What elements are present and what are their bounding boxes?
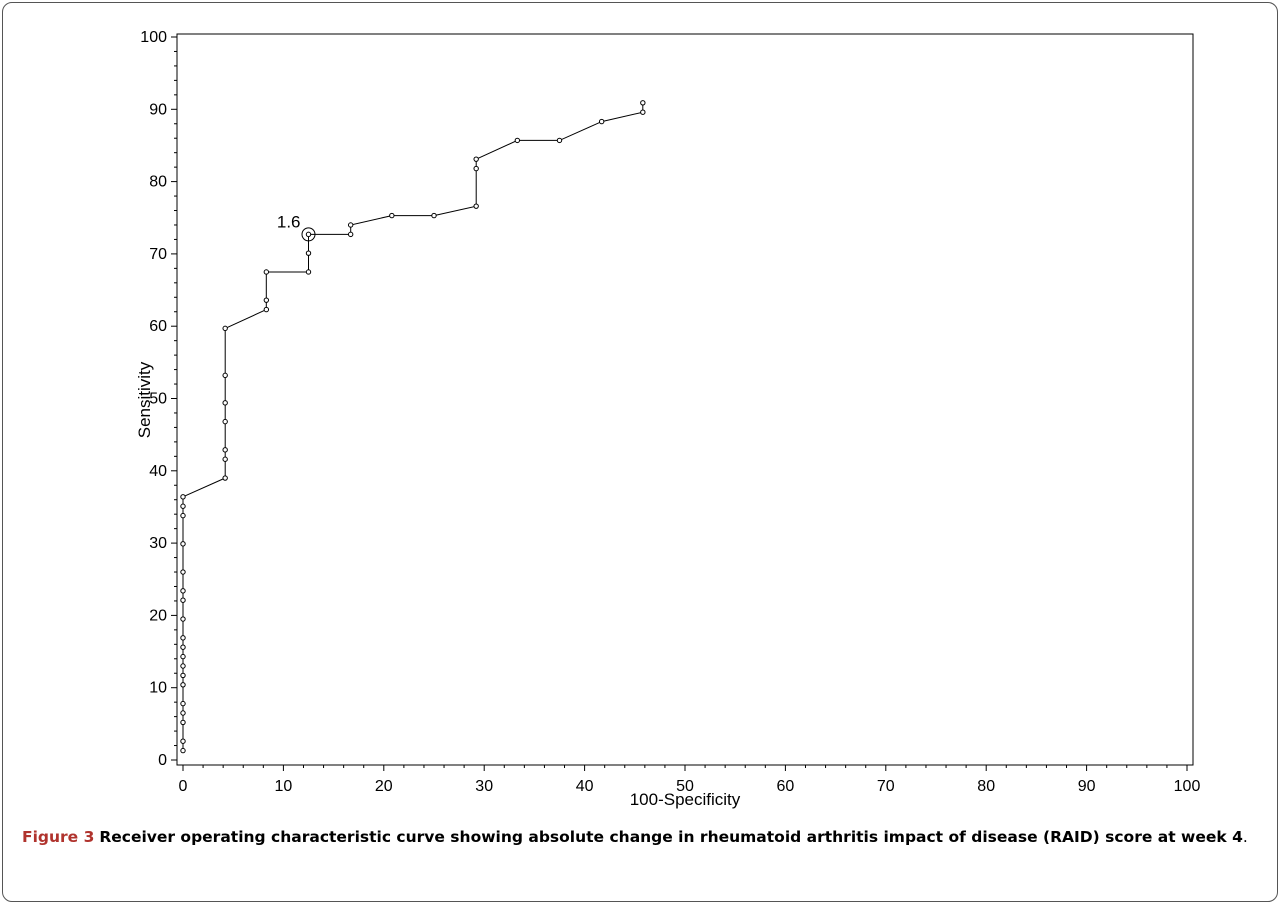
roc-point bbox=[473, 156, 479, 162]
roc-point bbox=[180, 682, 186, 688]
x-tick-label: 60 bbox=[777, 778, 795, 795]
roc-point bbox=[640, 100, 646, 106]
x-tick-label: 90 bbox=[1078, 778, 1096, 795]
y-tick-label: 60 bbox=[149, 318, 167, 335]
y-axis-ticks: 0 10 20 30 40 50 60 70 80 90 100 bbox=[140, 29, 177, 769]
y-axis-label: Sensitivity bbox=[135, 361, 154, 438]
roc-point bbox=[180, 569, 186, 575]
roc-point bbox=[222, 372, 228, 379]
roc-point bbox=[473, 203, 479, 209]
roc-point bbox=[222, 475, 228, 481]
roc-point bbox=[556, 137, 563, 144]
x-tick-label: 10 bbox=[275, 778, 293, 795]
y-tick-label: 90 bbox=[149, 101, 167, 118]
roc-point bbox=[180, 541, 186, 547]
roc-point bbox=[180, 635, 186, 641]
x-axis-label: 100-Specificity bbox=[630, 790, 741, 809]
roc-point bbox=[180, 747, 186, 754]
caption-end: . bbox=[1242, 828, 1248, 846]
x-tick-label: 100 bbox=[1174, 778, 1201, 795]
roc-point bbox=[598, 118, 605, 125]
roc-point bbox=[305, 269, 312, 275]
x-axis-ticks: 0 10 20 30 40 50 60 70 80 90 100 bbox=[179, 765, 1201, 795]
roc-point bbox=[180, 700, 186, 707]
caption-text: Receiver operating characteristic curve … bbox=[99, 828, 1243, 846]
annotations: 1.6 bbox=[277, 212, 316, 242]
roc-point bbox=[347, 231, 354, 238]
roc-point bbox=[222, 400, 228, 406]
roc-point bbox=[180, 494, 186, 500]
figure-caption: Figure 3 Receiver operating characterist… bbox=[22, 825, 1262, 850]
roc-point bbox=[180, 719, 186, 726]
x-tick-label: 0 bbox=[179, 778, 188, 795]
roc-point bbox=[180, 738, 186, 744]
y-tick-label: 100 bbox=[140, 29, 167, 46]
roc-point bbox=[222, 325, 228, 332]
x-tick-label: 80 bbox=[977, 778, 995, 795]
roc-point bbox=[180, 616, 186, 622]
roc-point bbox=[180, 663, 186, 669]
y-tick-label: 20 bbox=[149, 607, 167, 624]
cutoff-label: 1.6 bbox=[277, 212, 301, 231]
y-tick-label: 10 bbox=[149, 680, 167, 697]
roc-point bbox=[180, 672, 186, 679]
roc-point bbox=[263, 269, 270, 275]
roc-point bbox=[514, 137, 521, 144]
cutoff-marker bbox=[301, 227, 316, 242]
roc-point bbox=[180, 597, 186, 603]
x-tick-label: 30 bbox=[475, 778, 493, 795]
roc-point bbox=[347, 222, 354, 228]
y-tick-label: 40 bbox=[149, 463, 167, 480]
roc-point bbox=[473, 165, 479, 172]
roc-curve-line bbox=[182, 102, 644, 751]
roc-point bbox=[180, 653, 186, 660]
x-tick-label: 50 bbox=[676, 778, 694, 795]
caption-label: Figure 3 bbox=[22, 828, 95, 846]
y-tick-label: 30 bbox=[149, 535, 167, 552]
roc-point bbox=[180, 503, 186, 509]
roc-point bbox=[222, 447, 228, 453]
y-tick-label: 80 bbox=[149, 174, 167, 191]
roc-series bbox=[180, 100, 646, 754]
plot-area bbox=[176, 33, 1194, 766]
y-tick-label: 0 bbox=[158, 752, 167, 769]
x-tick-label: 40 bbox=[576, 778, 594, 795]
roc-point bbox=[263, 306, 270, 313]
x-tick-label: 70 bbox=[877, 778, 895, 795]
roc-point bbox=[431, 212, 437, 219]
roc-point bbox=[305, 250, 312, 256]
roc-point bbox=[180, 512, 186, 519]
y-tick-label: 50 bbox=[149, 391, 167, 408]
roc-point bbox=[222, 456, 228, 462]
roc-point bbox=[640, 109, 646, 115]
roc-point bbox=[389, 212, 395, 219]
roc-point bbox=[305, 231, 312, 238]
x-tick-label: 20 bbox=[375, 778, 393, 795]
roc-point bbox=[180, 710, 186, 716]
roc-point bbox=[180, 588, 186, 594]
roc-point bbox=[222, 418, 228, 425]
y-tick-label: 70 bbox=[149, 246, 167, 263]
roc-point bbox=[180, 644, 186, 650]
roc-point bbox=[263, 297, 270, 303]
roc-chart: 0 10 20 30 40 50 60 70 80 90 100 0 10 20 30 40 50 60 70 80… bbox=[135, 29, 1201, 809]
